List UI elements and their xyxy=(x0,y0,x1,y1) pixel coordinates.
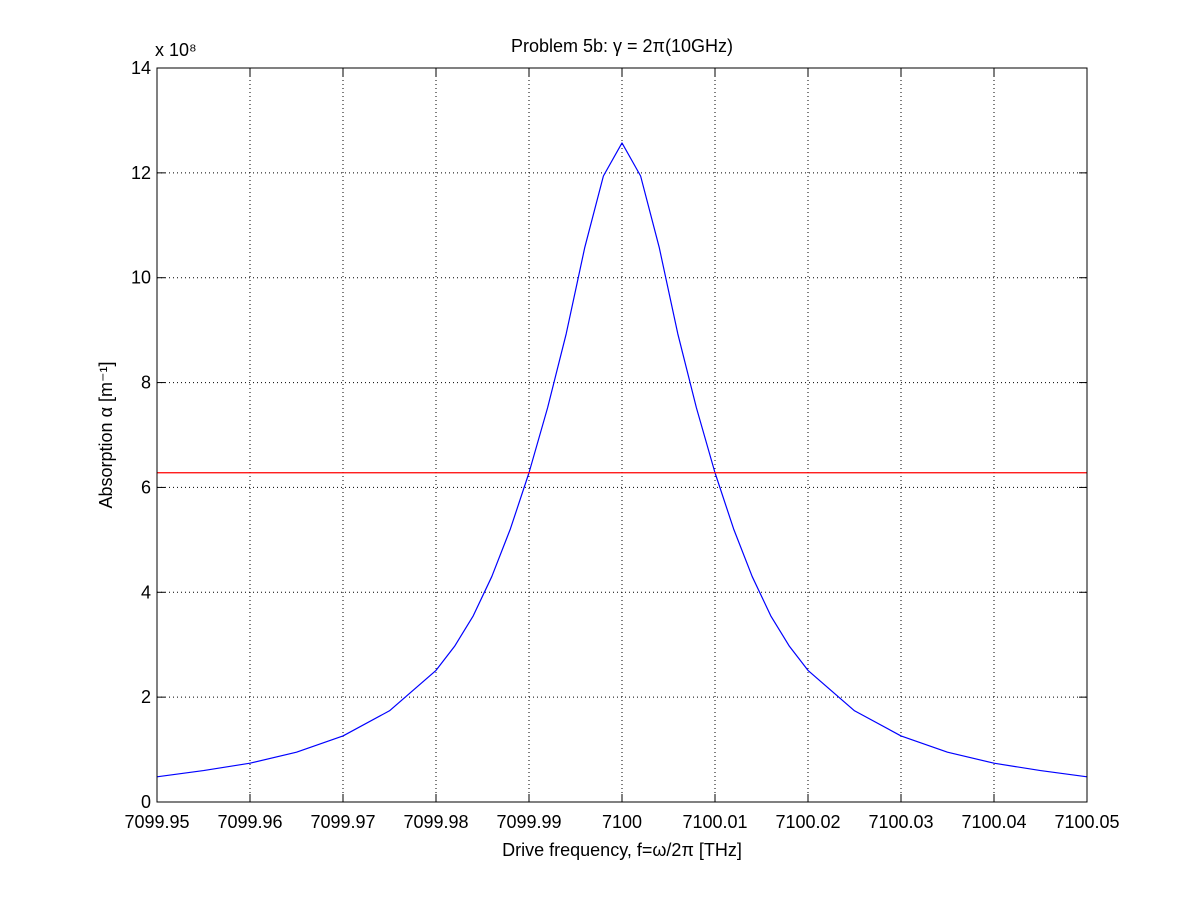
x-tick-label: 7100.01 xyxy=(682,812,747,832)
y-tick-label: 4 xyxy=(141,582,151,602)
x-tick-label: 7100 xyxy=(602,812,642,832)
x-tick-label: 7100.03 xyxy=(868,812,933,832)
series-line-1 xyxy=(156,142,1088,778)
x-tick-label: 7099.95 xyxy=(124,812,189,832)
x-tick-label: 7099.98 xyxy=(403,812,468,832)
grid xyxy=(157,68,1087,802)
series-layer xyxy=(156,142,1088,778)
x-tick-label: 7099.97 xyxy=(310,812,375,832)
x-tick-label: 7099.99 xyxy=(496,812,561,832)
chart-title: Problem 5b: γ = 2π(10GHz) xyxy=(511,36,733,56)
y-tick-label: 2 xyxy=(141,687,151,707)
x-tick-label: 7100.04 xyxy=(961,812,1026,832)
y-multiplier-label: x 10⁸ xyxy=(155,40,197,60)
y-tick-label: 12 xyxy=(131,163,151,183)
y-tick-label: 6 xyxy=(141,477,151,497)
x-tick-label: 7099.96 xyxy=(217,812,282,832)
y-tick-label: 0 xyxy=(141,792,151,812)
ticks: 7099.95 7099.96 7099.97 7099.98 7099.99 7100 7… xyxy=(124,58,1119,832)
x-tick-label: 7100.02 xyxy=(775,812,840,832)
x-axis-label: Drive frequency, f=ω/2π [THz] xyxy=(502,840,742,860)
y-tick-label: 8 xyxy=(141,373,151,393)
y-tick-label: 10 xyxy=(131,268,151,288)
x-tick-label: 7100.05 xyxy=(1054,812,1119,832)
plot-area xyxy=(157,68,1087,802)
y-axis-label: Absorption α [m⁻¹] xyxy=(96,362,116,509)
y-tick-label: 14 xyxy=(131,58,151,78)
